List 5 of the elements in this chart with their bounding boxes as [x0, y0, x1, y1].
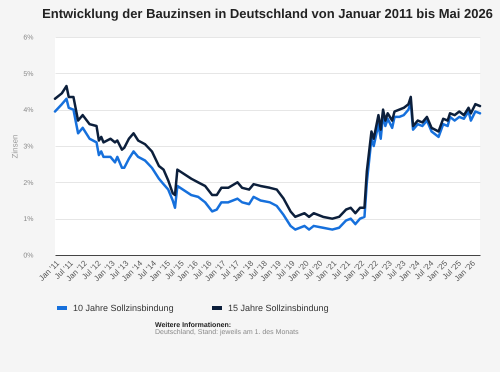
line-series [54, 84, 482, 220]
y-axis-title: Zinsen [10, 134, 20, 159]
legend-label: 15 Jahre Sollzinsbindung [228, 303, 329, 313]
chart-title: Entwicklung der Bauzinsen in Deutschland von Januar 2011 bis Mai 2026 [42, 6, 493, 21]
legend-label: 10 Jahre Sollzinsbindung [73, 303, 174, 313]
